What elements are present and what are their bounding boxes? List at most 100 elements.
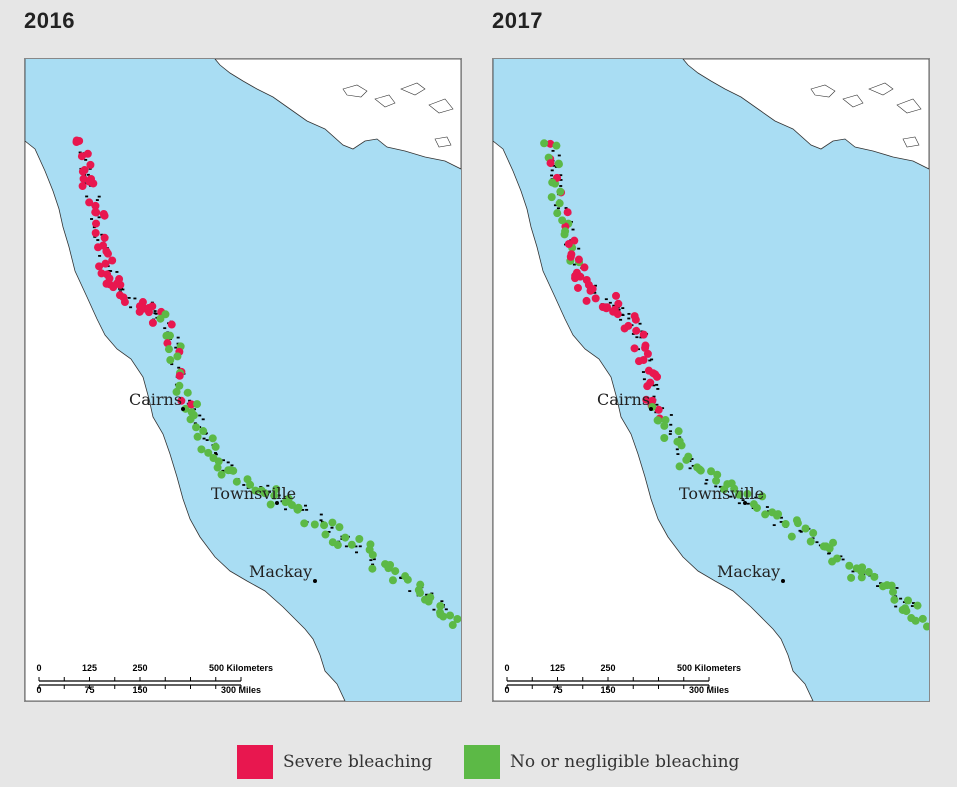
survey-point bbox=[112, 279, 121, 288]
survey-point bbox=[660, 434, 669, 443]
reef-mark bbox=[444, 608, 448, 611]
city-label-townsville: Townsville bbox=[679, 484, 764, 503]
survey-point bbox=[436, 601, 445, 610]
survey-point bbox=[368, 564, 377, 573]
survey-point bbox=[197, 445, 206, 454]
city-label-mackay: Mackay bbox=[717, 562, 780, 581]
survey-point bbox=[78, 182, 87, 191]
reef-mark bbox=[127, 297, 131, 299]
survey-point bbox=[321, 530, 330, 539]
survey-point bbox=[287, 500, 296, 509]
survey-point bbox=[806, 537, 815, 546]
survey-point bbox=[355, 534, 364, 543]
scale-mi-label: 150 bbox=[132, 685, 147, 695]
reef-mark bbox=[559, 174, 563, 177]
reef-mark bbox=[230, 464, 234, 467]
survey-point bbox=[328, 518, 337, 527]
reef-mark bbox=[193, 408, 197, 411]
survey-point bbox=[713, 470, 722, 479]
survey-point bbox=[85, 177, 94, 186]
reef-mark bbox=[214, 452, 218, 454]
survey-point bbox=[416, 588, 425, 597]
survey-point bbox=[384, 564, 393, 573]
reef-mark bbox=[648, 359, 652, 362]
survey-point bbox=[553, 209, 562, 218]
survey-point bbox=[91, 201, 100, 210]
reef-mark bbox=[741, 499, 745, 502]
survey-point bbox=[648, 396, 657, 405]
reef-mark bbox=[675, 448, 679, 451]
scale-km-label: 250 bbox=[132, 663, 147, 673]
survey-point bbox=[94, 243, 103, 252]
survey-point bbox=[448, 621, 457, 630]
survey-point bbox=[177, 396, 186, 405]
reef-mark bbox=[714, 485, 718, 488]
reef-mark bbox=[690, 458, 694, 460]
reef-mark bbox=[593, 291, 597, 294]
scale-km-label: 125 bbox=[550, 663, 565, 673]
reef-mark bbox=[815, 541, 819, 544]
survey-point bbox=[707, 467, 716, 476]
survey-point bbox=[845, 561, 854, 570]
survey-point bbox=[426, 593, 435, 602]
reef-mark bbox=[198, 414, 202, 417]
survey-point bbox=[187, 400, 196, 409]
survey-point bbox=[347, 540, 356, 549]
survey-point bbox=[333, 541, 342, 550]
scale-km-label: 500 Kilometers bbox=[209, 663, 273, 673]
reef-mark bbox=[910, 605, 914, 607]
survey-point bbox=[251, 486, 260, 495]
island bbox=[428, 98, 454, 114]
scale-bar: 0 125 250 500 Kilometers 0 75 150 300 Miles bbox=[36, 663, 273, 695]
island bbox=[400, 82, 426, 96]
survey-point bbox=[175, 381, 184, 390]
reef-mark bbox=[432, 608, 436, 611]
survey-point bbox=[554, 160, 563, 169]
reef-mark bbox=[799, 530, 803, 533]
survey-point bbox=[918, 614, 927, 623]
reef-mark bbox=[319, 519, 323, 522]
survey-point bbox=[78, 167, 87, 176]
survey-point bbox=[828, 557, 837, 566]
survey-point bbox=[870, 572, 879, 581]
survey-point bbox=[166, 356, 175, 365]
reef-mark bbox=[177, 366, 181, 369]
survey-point bbox=[603, 303, 612, 312]
survey-point bbox=[310, 520, 319, 529]
reef-mark bbox=[678, 436, 682, 439]
panel-title-2017: 2017 bbox=[492, 8, 543, 33]
survey-point bbox=[91, 228, 100, 237]
survey-point bbox=[135, 307, 144, 316]
survey-point bbox=[573, 283, 582, 292]
survey-point bbox=[453, 614, 461, 623]
reef-mark bbox=[408, 590, 412, 592]
reef-mark bbox=[355, 551, 359, 554]
reef-mark bbox=[729, 495, 733, 498]
survey-point bbox=[446, 611, 455, 620]
survey-point bbox=[86, 160, 95, 169]
survey-point bbox=[232, 477, 241, 486]
reef-mark bbox=[133, 297, 137, 300]
survey-point bbox=[567, 250, 576, 259]
reef-mark bbox=[95, 199, 99, 201]
survey-point bbox=[204, 448, 213, 457]
scale-bar: 0 125 250 500 Kilometers 0 75 150 300 Miles bbox=[504, 663, 741, 695]
reef-mark bbox=[617, 308, 621, 311]
city-marker bbox=[275, 501, 279, 505]
survey-point bbox=[734, 490, 743, 499]
survey-point bbox=[901, 604, 910, 613]
survey-point bbox=[632, 326, 641, 335]
reef-mark bbox=[129, 306, 133, 309]
survey-point bbox=[401, 572, 410, 581]
scale-mi-label: 0 bbox=[36, 685, 41, 695]
reef-mark bbox=[911, 602, 915, 604]
reef-mark bbox=[372, 558, 376, 561]
survey-point bbox=[641, 343, 650, 352]
reef-mark bbox=[371, 563, 375, 566]
survey-point bbox=[712, 476, 721, 485]
survey-point bbox=[270, 491, 279, 500]
survey-point bbox=[761, 510, 770, 519]
survey-point bbox=[552, 141, 561, 150]
reef-mark bbox=[174, 346, 178, 349]
reef-mark bbox=[619, 318, 623, 321]
